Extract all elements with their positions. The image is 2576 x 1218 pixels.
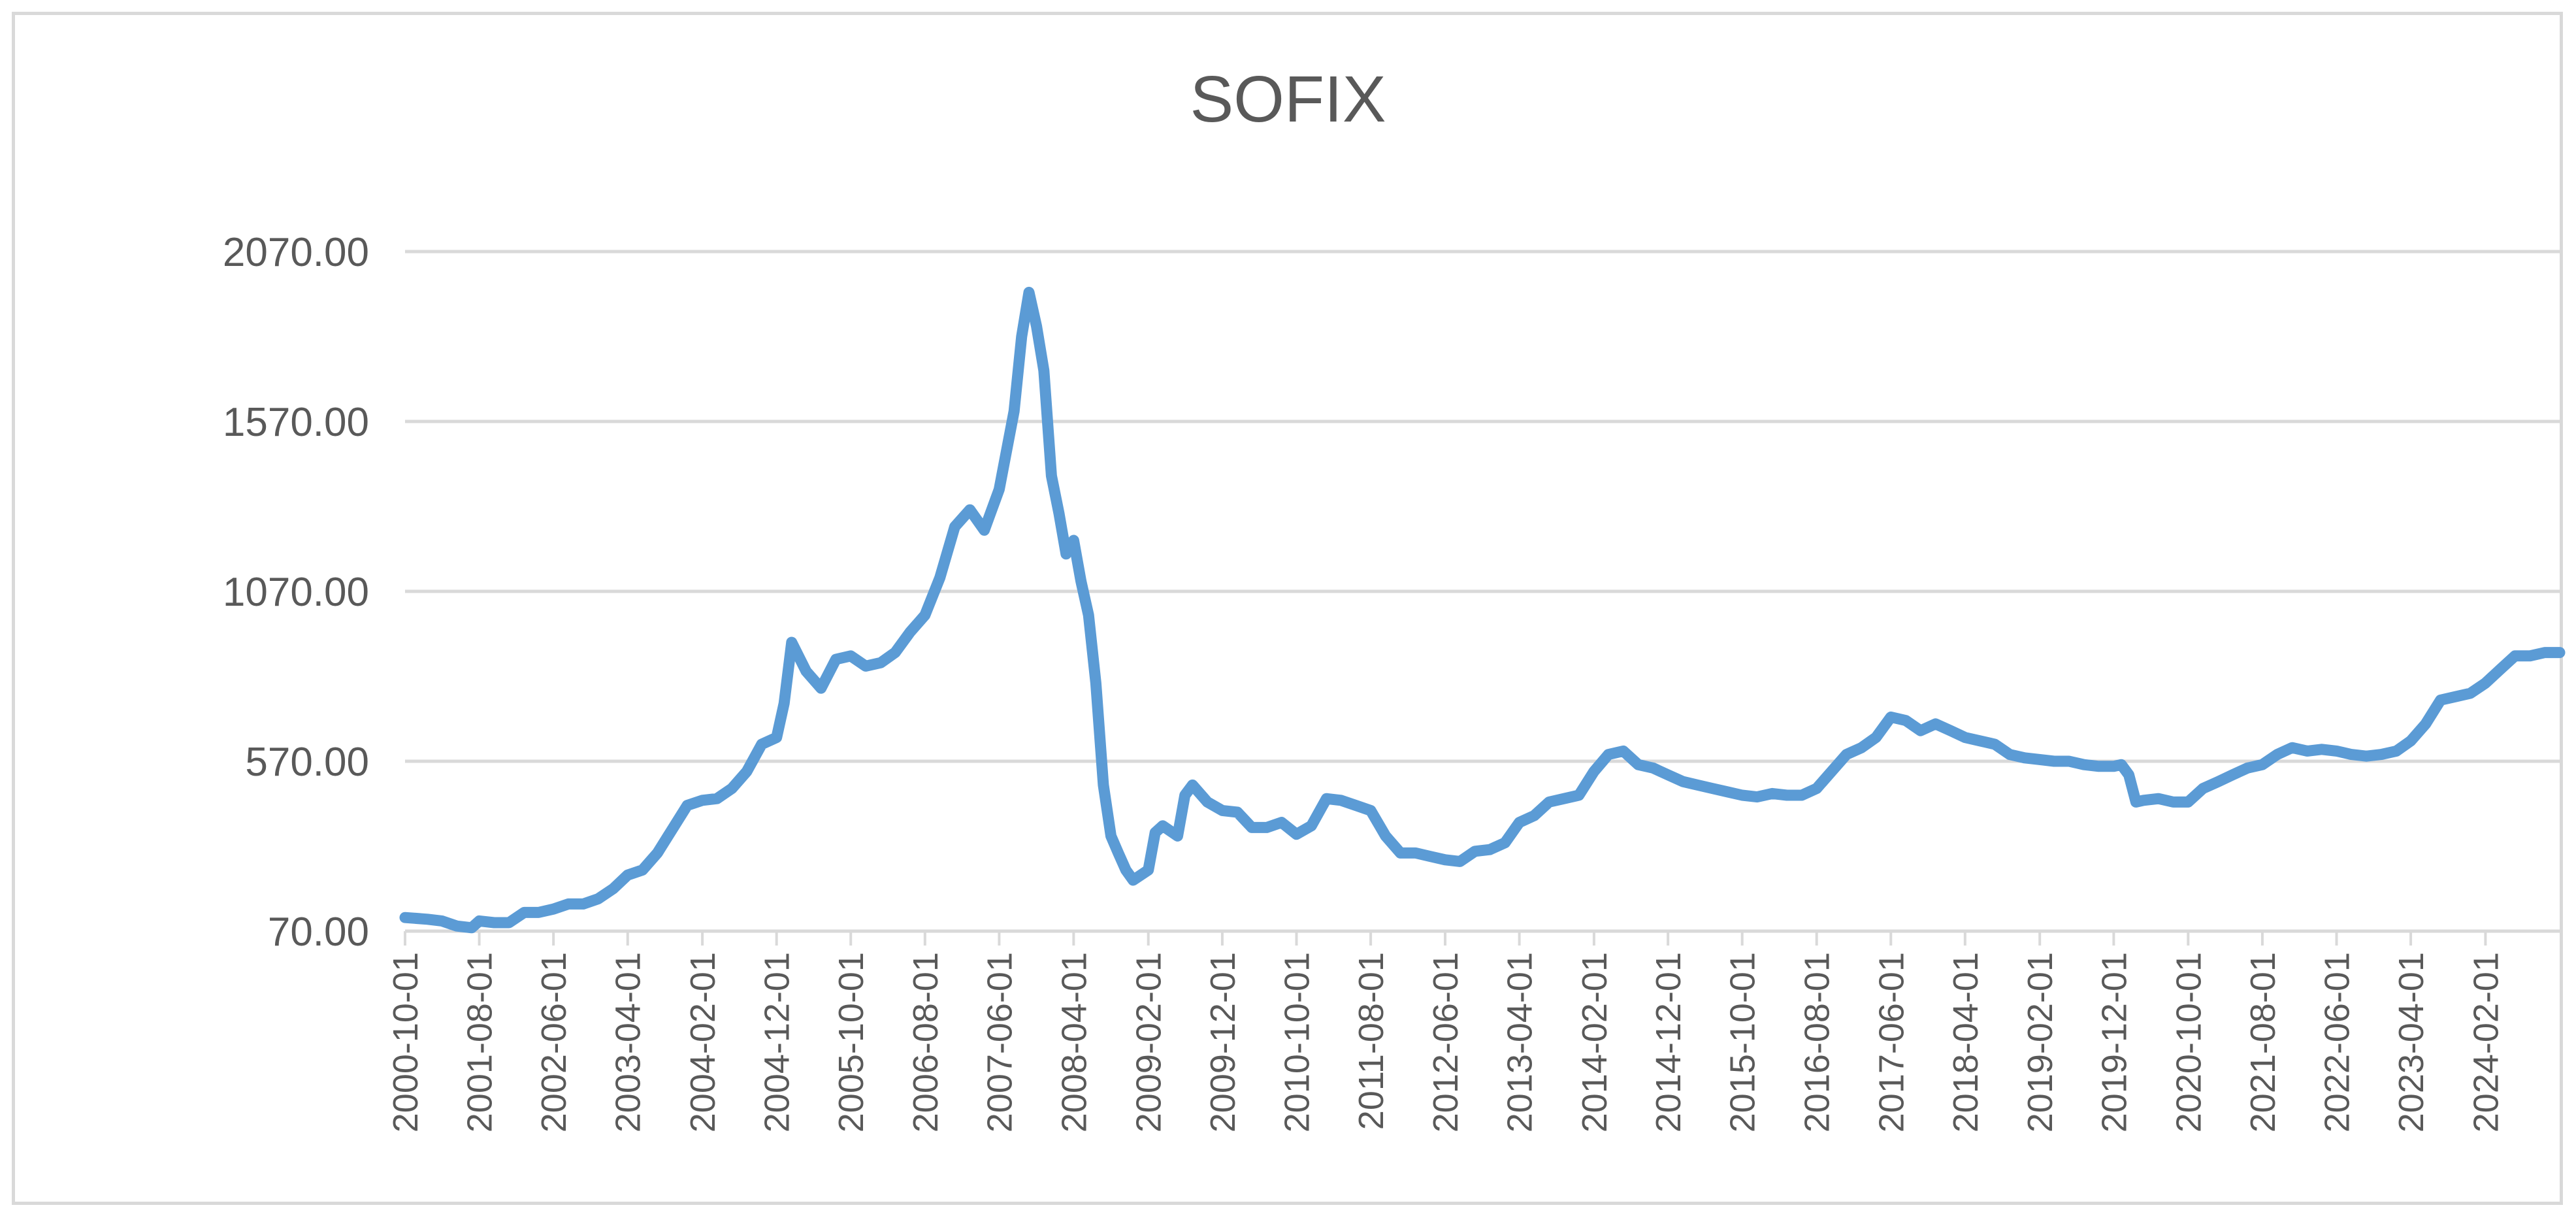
x-tick-label: 2016-08-01 bbox=[1798, 952, 1837, 1132]
x-tick-label: 2010-10-01 bbox=[1277, 952, 1316, 1132]
x-tick-label: 2003-04-01 bbox=[609, 952, 648, 1132]
x-axis-labels: 2000-10-01 2001-08-01 2002-06-01 2003-04-01… bbox=[386, 952, 2505, 1132]
x-tick-label: 2013-04-01 bbox=[1501, 952, 1540, 1132]
data-point bbox=[1014, 411, 1015, 412]
data-point bbox=[1043, 370, 1044, 371]
data-point bbox=[1563, 798, 1564, 799]
data-point bbox=[1445, 859, 1446, 860]
x-tick-label: 2019-12-01 bbox=[2095, 952, 2134, 1132]
data-point bbox=[1935, 723, 1936, 724]
x-tick-label: 2008-04-01 bbox=[1054, 952, 1094, 1132]
x-tick-label: 2012-06-01 bbox=[1426, 952, 1465, 1132]
data-point bbox=[1036, 326, 1037, 327]
data-point bbox=[1459, 861, 1460, 862]
chart-frame bbox=[12, 12, 2563, 1205]
x-tick-label: 2019-02-01 bbox=[2021, 952, 2060, 1132]
data-point bbox=[1534, 815, 1535, 816]
x-tick-label: 2009-02-01 bbox=[1130, 952, 1169, 1132]
data-point bbox=[984, 530, 985, 531]
data-point bbox=[1578, 795, 1579, 796]
data-point bbox=[2366, 756, 2367, 757]
data-point bbox=[1162, 825, 1163, 826]
x-tick-label: 2020-10-01 bbox=[2169, 952, 2208, 1132]
x-tick-label: 2009-12-01 bbox=[1203, 952, 1243, 1132]
x-tick-label: 2015-10-01 bbox=[1723, 952, 1763, 1132]
x-tick-label: 2000-10-01 bbox=[386, 952, 425, 1132]
data-point bbox=[1237, 812, 1238, 813]
x-tick-label: 2022-06-01 bbox=[2318, 952, 2357, 1132]
x-tick-label: 2021-08-01 bbox=[2243, 952, 2283, 1132]
data-point bbox=[1266, 827, 1267, 828]
data-point bbox=[784, 703, 785, 704]
gridlines bbox=[405, 250, 2560, 763]
data-point bbox=[2158, 798, 2159, 799]
data-point bbox=[405, 917, 406, 918]
x-tick-label: 2023-04-01 bbox=[2392, 952, 2431, 1132]
data-point bbox=[1073, 540, 1074, 541]
data-point bbox=[1831, 771, 1832, 772]
data-point bbox=[924, 615, 925, 616]
data-point bbox=[1155, 832, 1156, 833]
data-point bbox=[627, 875, 628, 876]
x-tick-label: 2017-06-01 bbox=[1872, 952, 1911, 1132]
y-tick-label: 570.00 bbox=[245, 740, 369, 785]
data-point bbox=[1712, 788, 1713, 789]
data-point bbox=[524, 912, 525, 913]
data-point bbox=[1028, 292, 1029, 293]
x-tick-label: 2002-06-01 bbox=[534, 952, 574, 1132]
y-tick-label: 1070.00 bbox=[223, 570, 369, 615]
x-tick-label: 2018-04-01 bbox=[1946, 952, 1985, 1132]
data-point bbox=[1311, 825, 1312, 826]
y-tick-label: 1570.00 bbox=[223, 400, 369, 445]
data-point bbox=[672, 829, 673, 830]
x-tick-label: 2001-08-01 bbox=[461, 952, 500, 1132]
data-point bbox=[1088, 615, 1089, 616]
data-point bbox=[2470, 693, 2471, 694]
series-layer bbox=[399, 286, 2566, 934]
series-line bbox=[399, 286, 2566, 934]
x-tick-label: 2014-12-01 bbox=[1649, 952, 1688, 1132]
x-tick-label: 2004-12-01 bbox=[758, 952, 797, 1132]
y-tick-label: 2070.00 bbox=[223, 230, 369, 275]
data-point bbox=[910, 632, 911, 633]
data-point bbox=[999, 489, 1000, 490]
data-point bbox=[2232, 774, 2233, 775]
data-point bbox=[1184, 795, 1185, 796]
data-point bbox=[538, 912, 539, 913]
data-point bbox=[1846, 754, 1847, 755]
x-tick-label: 2004-02-01 bbox=[683, 952, 723, 1132]
data-point bbox=[1281, 822, 1282, 823]
data-point bbox=[895, 652, 896, 653]
x-tick-label: 2007-06-01 bbox=[980, 952, 1019, 1132]
data-point bbox=[1801, 795, 1802, 796]
x-tick-label: 2005-10-01 bbox=[832, 952, 871, 1132]
data-point bbox=[1326, 798, 1327, 799]
y-tick-label: 70.00 bbox=[268, 910, 369, 955]
data-point bbox=[776, 737, 777, 738]
data-point bbox=[1593, 771, 1594, 772]
data-point bbox=[1519, 822, 1520, 823]
y-axis-labels: 70.00 570.00 1070.00 1570.00 2070.00 bbox=[223, 230, 369, 955]
data-point bbox=[2128, 774, 2129, 775]
x-tick-label: 2014-02-01 bbox=[1575, 952, 1614, 1132]
data-point bbox=[761, 744, 762, 745]
data-point bbox=[553, 909, 554, 910]
x-tick-label: 2011-08-01 bbox=[1352, 952, 1391, 1130]
x-tick-label: 2006-08-01 bbox=[906, 952, 945, 1132]
data-point bbox=[2069, 761, 2070, 762]
data-point bbox=[1816, 788, 1817, 789]
x-tick-label: 2024-02-01 bbox=[2466, 952, 2505, 1132]
data-point bbox=[2425, 723, 2426, 724]
chart-title: SOFIX bbox=[1190, 63, 1386, 136]
data-point bbox=[791, 642, 792, 643]
data-point bbox=[1668, 774, 1669, 775]
data-point bbox=[2203, 788, 2204, 789]
data-point bbox=[1430, 856, 1431, 857]
data-point bbox=[1058, 513, 1059, 514]
data-point bbox=[2351, 754, 2352, 755]
data-point bbox=[2054, 761, 2055, 762]
x-axis bbox=[404, 929, 2560, 946]
